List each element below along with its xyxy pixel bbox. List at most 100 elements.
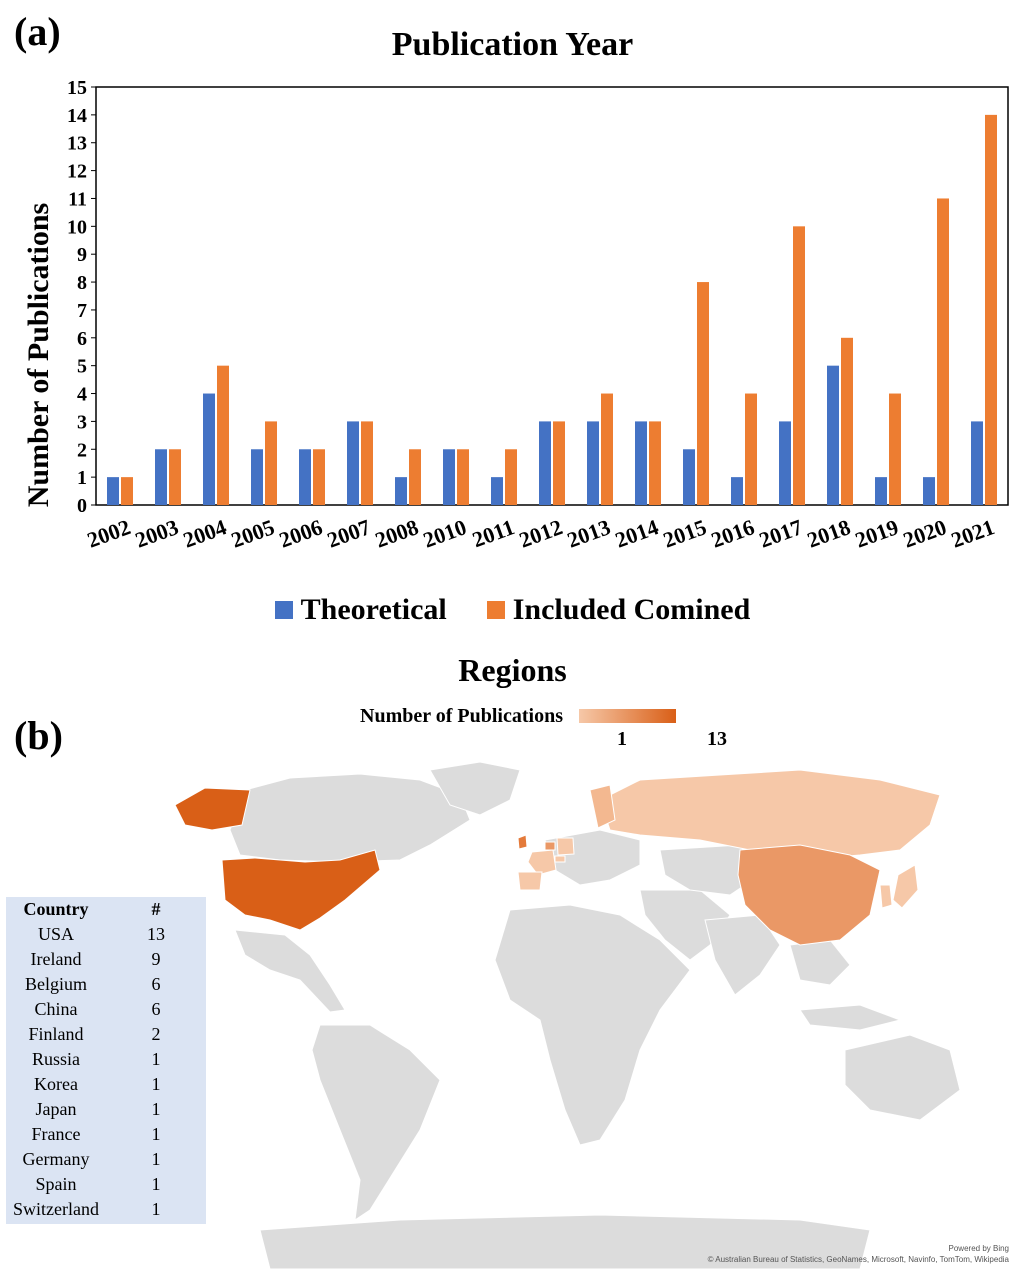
bar-theoretical-2002 (107, 477, 119, 505)
country-count-cell: 1 (151, 1174, 161, 1194)
alaska-region (174, 787, 251, 831)
southeast-asia-region (789, 939, 851, 986)
bar-chart: Number of Publications 01234567891011121… (22, 77, 1009, 553)
bar-included-2010 (457, 449, 469, 505)
ireland-region (517, 834, 528, 850)
bar-theoretical-2014 (635, 421, 647, 505)
canada-region (229, 773, 471, 863)
bar-theoretical-2007 (347, 421, 359, 505)
bar-included-2018 (841, 337, 853, 505)
x-tick-label: 2014 (612, 514, 662, 553)
country-count-cell: 1 (151, 1074, 161, 1094)
bar-included-2014 (649, 421, 661, 505)
antarctica-region (259, 1214, 871, 1269)
country-name-cell: Ireland (30, 949, 82, 969)
y-tick-label: 4 (77, 384, 87, 406)
x-tick-label: 2010 (420, 514, 470, 553)
count-column-header: # (151, 899, 161, 919)
spain-region (517, 871, 543, 891)
bar-theoretical-2004 (203, 393, 215, 505)
bar-included-2003 (169, 449, 181, 505)
country-count-cell: 2 (151, 1024, 161, 1044)
x-tick-label: 2017 (756, 514, 806, 553)
country-name-cell: Finland (28, 1024, 84, 1044)
country-count-cell: 1 (151, 1199, 161, 1219)
bar-theoretical-2006 (299, 449, 311, 505)
table-header-row: Country # (6, 897, 206, 922)
table-row: Finland 2 (6, 1022, 206, 1047)
bar-theoretical-2015 (683, 449, 695, 505)
country-name-cell: Germany (22, 1149, 90, 1169)
bar-included-2013 (601, 393, 613, 505)
x-tick-label: 2012 (516, 514, 566, 553)
bar-included-2015 (697, 282, 709, 505)
legend-item-included: Included Comined (486, 593, 750, 627)
russia-region (599, 769, 941, 861)
y-tick-label: 9 (77, 244, 87, 266)
country-name-cell: China (34, 999, 78, 1019)
map-credit-sources: © Australian Bureau of Statistics, GeoNa… (707, 1255, 1009, 1264)
map-credit-powered: Powered by Bing (948, 1244, 1009, 1253)
map-gradient-bar (578, 709, 676, 723)
africa-region (494, 904, 691, 1146)
y-tick-label: 14 (67, 105, 87, 127)
y-tick-label: 10 (67, 216, 87, 238)
table-row: USA 13 (6, 922, 206, 947)
x-tick-label: 2006 (276, 514, 326, 553)
south-america-region (311, 1024, 441, 1222)
y-tick-label: 13 (67, 133, 87, 155)
y-tick-label: 11 (68, 188, 87, 210)
country-name-cell: France (31, 1124, 81, 1144)
bar-theoretical-2016 (731, 477, 743, 505)
bar-included-2011 (505, 449, 517, 505)
mexico-central-america-region (234, 929, 346, 1013)
country-name-cell: Belgium (25, 974, 87, 994)
table-row: China 6 (6, 997, 206, 1022)
france-region (527, 849, 557, 876)
bar-theoretical-2012 (539, 421, 551, 505)
bar-included-2002 (121, 477, 133, 505)
country-table: Country # USA 13 Ireland 9 Belgium 6 China 6 Fin… (6, 897, 206, 1224)
country-column-header: Country (23, 899, 89, 919)
panel-a-label: (a) (14, 9, 61, 54)
indonesia-region (799, 1004, 902, 1031)
bar-theoretical-2008 (395, 477, 407, 505)
y-tick-label: 2 (77, 439, 87, 461)
bar-theoretical-2021 (971, 421, 983, 505)
x-tick-label: 2004 (180, 514, 230, 553)
y-tick-label: 3 (77, 411, 87, 433)
legend-swatch-theoretical (274, 601, 293, 619)
map-title: Regions (458, 652, 567, 688)
bar-included-2006 (313, 449, 325, 505)
country-name-cell: Korea (34, 1074, 78, 1094)
y-tick-label: 1 (77, 467, 87, 489)
table-row: Japan 1 (6, 1097, 206, 1122)
chart-title: Publication Year (391, 26, 634, 63)
map-legend-label: Number of Publications (360, 705, 563, 727)
x-tick-label: 2013 (564, 514, 614, 553)
bar-theoretical-2020 (923, 477, 935, 505)
bar-theoretical-2010 (443, 449, 455, 505)
bar-included-2019 (889, 393, 901, 505)
y-tick-label: 7 (77, 300, 87, 322)
country-name-cell: Spain (35, 1174, 77, 1194)
country-count-cell: 1 (151, 1049, 161, 1069)
country-name-cell: USA (37, 924, 74, 944)
table-row: Ireland 9 (6, 947, 206, 972)
korea-region (879, 884, 893, 909)
finland-region (589, 784, 616, 829)
usa-region (221, 849, 381, 931)
bar-included-2021 (985, 114, 997, 505)
map-scale-max: 13 (707, 728, 727, 750)
china-region (737, 844, 881, 946)
greenland-region (429, 761, 521, 816)
bar-theoretical-2019 (875, 477, 887, 505)
switzerland-region (554, 855, 566, 863)
y-tick-label: 0 (77, 495, 87, 517)
x-tick-label: 2020 (900, 514, 950, 553)
bar-theoretical-2011 (491, 477, 503, 505)
country-count-cell: 1 (151, 1099, 161, 1119)
bar-theoretical-2003 (155, 449, 167, 505)
country-count-cell: 1 (151, 1124, 161, 1144)
bar-theoretical-2018 (827, 365, 839, 505)
